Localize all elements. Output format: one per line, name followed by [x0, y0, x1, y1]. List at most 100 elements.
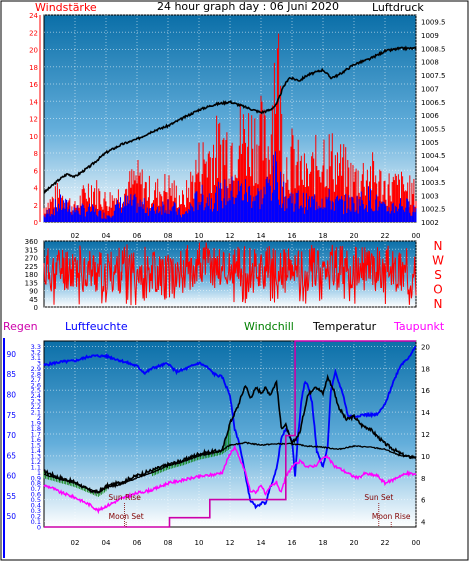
wind-direction-series — [43, 242, 417, 306]
rain-tick-label: 3 — [37, 359, 41, 367]
pressure-tick-label: 1006 — [421, 112, 439, 120]
humidity-tick-label: 60 — [6, 472, 16, 481]
hour-tick-label: 10 — [195, 539, 204, 547]
wind-direction-tick-label: 270 — [25, 255, 38, 263]
sun-moon-label: Sun Rise — [108, 493, 141, 502]
hour-tick-label: 16 — [288, 539, 297, 547]
hour-tick-label: 04 — [102, 232, 111, 240]
wind-speed-tick-label: 14 — [29, 98, 38, 106]
temperature-axis: 4 6 8 10 12 14 16 18 20 — [421, 343, 430, 526]
rain-tick-label: 2.2 — [31, 403, 41, 411]
hour-tick-label: 08 — [164, 232, 173, 240]
title-windstaerke: Windstärke — [35, 1, 97, 14]
rain-tick-label: 0.8 — [31, 480, 41, 488]
rain-tick-label: 2.6 — [31, 381, 41, 389]
hour-tick-label: 16 — [288, 232, 297, 240]
hour-tick-label: 22 — [381, 232, 390, 240]
hour-tick-label: 02 — [71, 539, 80, 547]
hour-tick-label: 00 — [412, 539, 421, 547]
temperature-tick-label: 16 — [421, 387, 430, 395]
wind-direction-tick-label: 315 — [25, 246, 38, 254]
title-chart-date: 24 hour graph day : 06 Juni 2020 — [157, 0, 339, 13]
wind-direction-tick-label: 45 — [29, 296, 38, 304]
compass-label: O — [433, 283, 442, 297]
rain-tick-label: 0 — [37, 524, 41, 532]
legend-luftfeuchte: Luftfeuchte — [65, 320, 128, 333]
rain-tick-label: 1.5 — [31, 441, 41, 449]
pressure-tick-label: 1006.5 — [421, 99, 446, 107]
legend-temperatur: Temperatur — [312, 320, 377, 333]
wind-pressure-series — [43, 33, 417, 222]
wind-gust-series — [43, 151, 417, 222]
sun-moon-label: Sun Set — [364, 493, 393, 502]
wind-direction-tick-label: 225 — [25, 263, 38, 271]
wind-speed-tick-label: 24 — [29, 12, 38, 20]
rain-tick-label: 2.8 — [31, 370, 41, 378]
hour-tick-label: 14 — [257, 539, 266, 547]
humidity-tick-label: 75 — [6, 411, 16, 420]
wind-speed-tick-label: 8 — [34, 150, 38, 158]
pressure-tick-label: 1009.5 — [421, 19, 446, 27]
temperature-tick-label: 10 — [421, 453, 430, 461]
time-axis-top: 02 04 06 08 10 12 14 16 18 20 22 00 — [71, 232, 421, 240]
hour-tick-label: 22 — [381, 539, 390, 547]
rain-tick-label: 0.2 — [31, 513, 41, 521]
dewpoint-series — [43, 444, 417, 515]
legend-taupunkt: Taupunkt — [393, 320, 445, 333]
hour-tick-label: 08 — [164, 539, 173, 547]
humidity-tick-label: 90 — [6, 350, 16, 359]
rain-tick-label: 2.1 — [31, 409, 41, 417]
hour-tick-label: 14 — [257, 232, 266, 240]
wind-speed-tick-label: 20 — [29, 47, 38, 55]
temperature-series — [43, 373, 417, 495]
hour-tick-label: 06 — [133, 539, 142, 547]
wind-direction-tick-label: 90 — [29, 288, 38, 296]
hour-tick-label: 18 — [319, 232, 328, 240]
rain-tick-label: 0.7 — [31, 485, 41, 493]
rain-tick-label: 2 — [37, 414, 41, 422]
legend-windchill: Windchill — [244, 320, 294, 333]
pressure-tick-label: 1008.5 — [421, 45, 446, 53]
legend-regen: Regen — [3, 320, 38, 333]
sun-moon-annotations: Sun Rise Moon Set Sun Set Moon Rise — [108, 493, 411, 527]
wind-direction-tick-label: 180 — [25, 271, 38, 279]
wind-speed-tick-label: 12 — [29, 116, 38, 124]
climate-series — [43, 340, 417, 528]
wind-speed-tick-label: 16 — [29, 81, 38, 89]
pressure-tick-label: 1009 — [421, 32, 439, 40]
temperature-tick-label: 18 — [421, 365, 430, 373]
rain-tick-label: 3.2 — [31, 348, 41, 356]
rain-tick-label: 0.1 — [31, 518, 41, 526]
sun-moon-label: Moon Set — [109, 512, 144, 521]
hour-tick-label: 00 — [412, 232, 421, 240]
climate-grid — [44, 341, 417, 527]
wind-speed-tick-label: 0 — [34, 219, 38, 227]
rain-tick-label: 2.5 — [31, 387, 41, 395]
rain-tick-label: 1.7 — [31, 431, 41, 439]
wind-direction-series — [43, 242, 417, 306]
rain-axis: 00.10.20.30.40.50.60.70.80.911.11.21.31.… — [31, 343, 41, 532]
pressure-tick-label: 1005 — [421, 139, 439, 147]
rain-tick-label: 0.6 — [31, 491, 41, 499]
wind-speed-tick-label: 6 — [34, 167, 39, 175]
hour-tick-label: 04 — [102, 539, 111, 547]
temperature-tick-label: 20 — [421, 343, 430, 351]
rain-tick-label: 1.2 — [31, 458, 41, 466]
rain-tick-label: 1.4 — [31, 447, 41, 455]
wind-speed-tick-label: 22 — [29, 29, 38, 37]
rain-tick-label: 0.9 — [31, 474, 41, 482]
pressure-tick-label: 1003 — [421, 192, 439, 200]
hour-tick-label: 12 — [226, 539, 235, 547]
humidity-tick-label: 80 — [6, 390, 16, 399]
hour-tick-label: 10 — [195, 232, 204, 240]
wind-speed-tick-label: 10 — [29, 133, 38, 141]
hour-tick-label: 20 — [350, 539, 359, 547]
temperature-tick-label: 12 — [421, 431, 430, 439]
temperature-tick-label: 6 — [421, 497, 426, 505]
pressure-tick-label: 1007 — [421, 85, 439, 93]
rain-tick-label: 2.7 — [31, 376, 41, 384]
rain-tick-label: 3.3 — [31, 343, 41, 351]
compass-label: W — [432, 254, 444, 268]
